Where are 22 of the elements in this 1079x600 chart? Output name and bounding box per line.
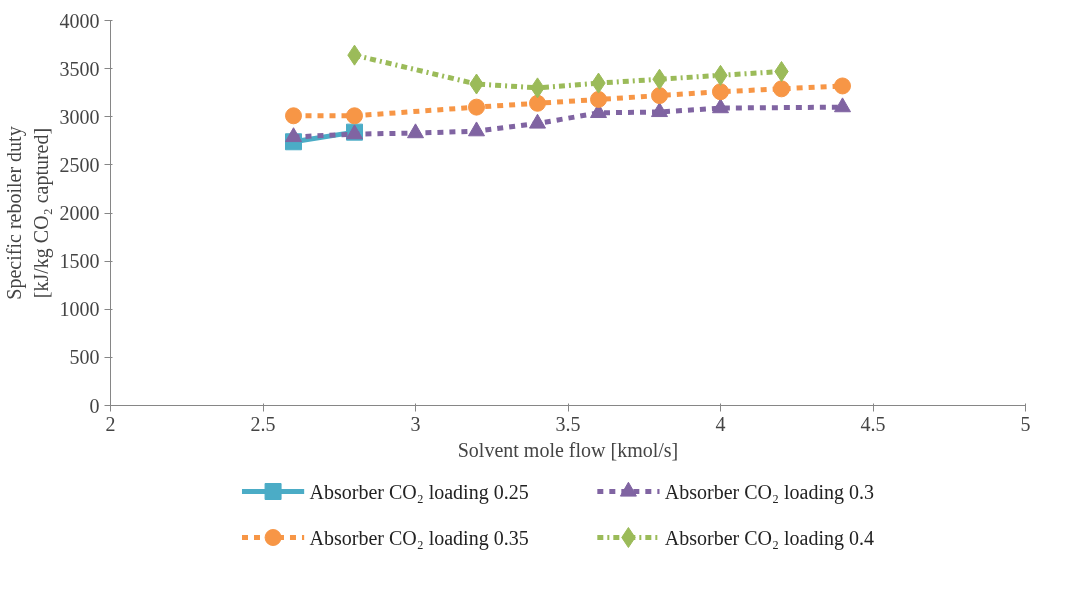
y-tick-label: 3000 xyxy=(59,105,100,128)
legend-label: Absorber CO₂ loading 0.3 xyxy=(664,480,875,504)
y-tick-label: 1500 xyxy=(59,250,100,273)
legend-label: Absorber CO₂ loading 0.35 xyxy=(309,526,529,550)
y-tick-label: 3500 xyxy=(59,57,100,80)
x-tick-label: 3.5 xyxy=(555,412,581,435)
x-tick-label: 4 xyxy=(715,412,726,435)
x-tick-label: 2 xyxy=(105,412,116,435)
x-tick-label: 5 xyxy=(1020,412,1031,435)
y-tick-label: 1000 xyxy=(59,298,100,321)
y-tick-label: 500 xyxy=(69,346,100,369)
y-tick-label: 2000 xyxy=(59,202,100,224)
legend-label: Absorber CO₂ loading 0.4 xyxy=(664,526,875,550)
y-tick-label: 2500 xyxy=(59,153,100,176)
x-axis-title: Solvent mole flow [kmol/s] xyxy=(457,438,679,461)
y-tick-label: 0 xyxy=(89,394,100,417)
x-tick-label: 2.5 xyxy=(250,412,276,435)
y-tick-label: 4000 xyxy=(59,9,100,32)
x-tick-label: 4.5 xyxy=(860,412,886,435)
y-axis-title: Specific reboiler duty [kJ/kg CO₂ captured] xyxy=(3,126,53,300)
legend-label: Absorber CO₂ loading 0.25 xyxy=(309,480,529,504)
x-tick-label: 3 xyxy=(410,412,421,435)
